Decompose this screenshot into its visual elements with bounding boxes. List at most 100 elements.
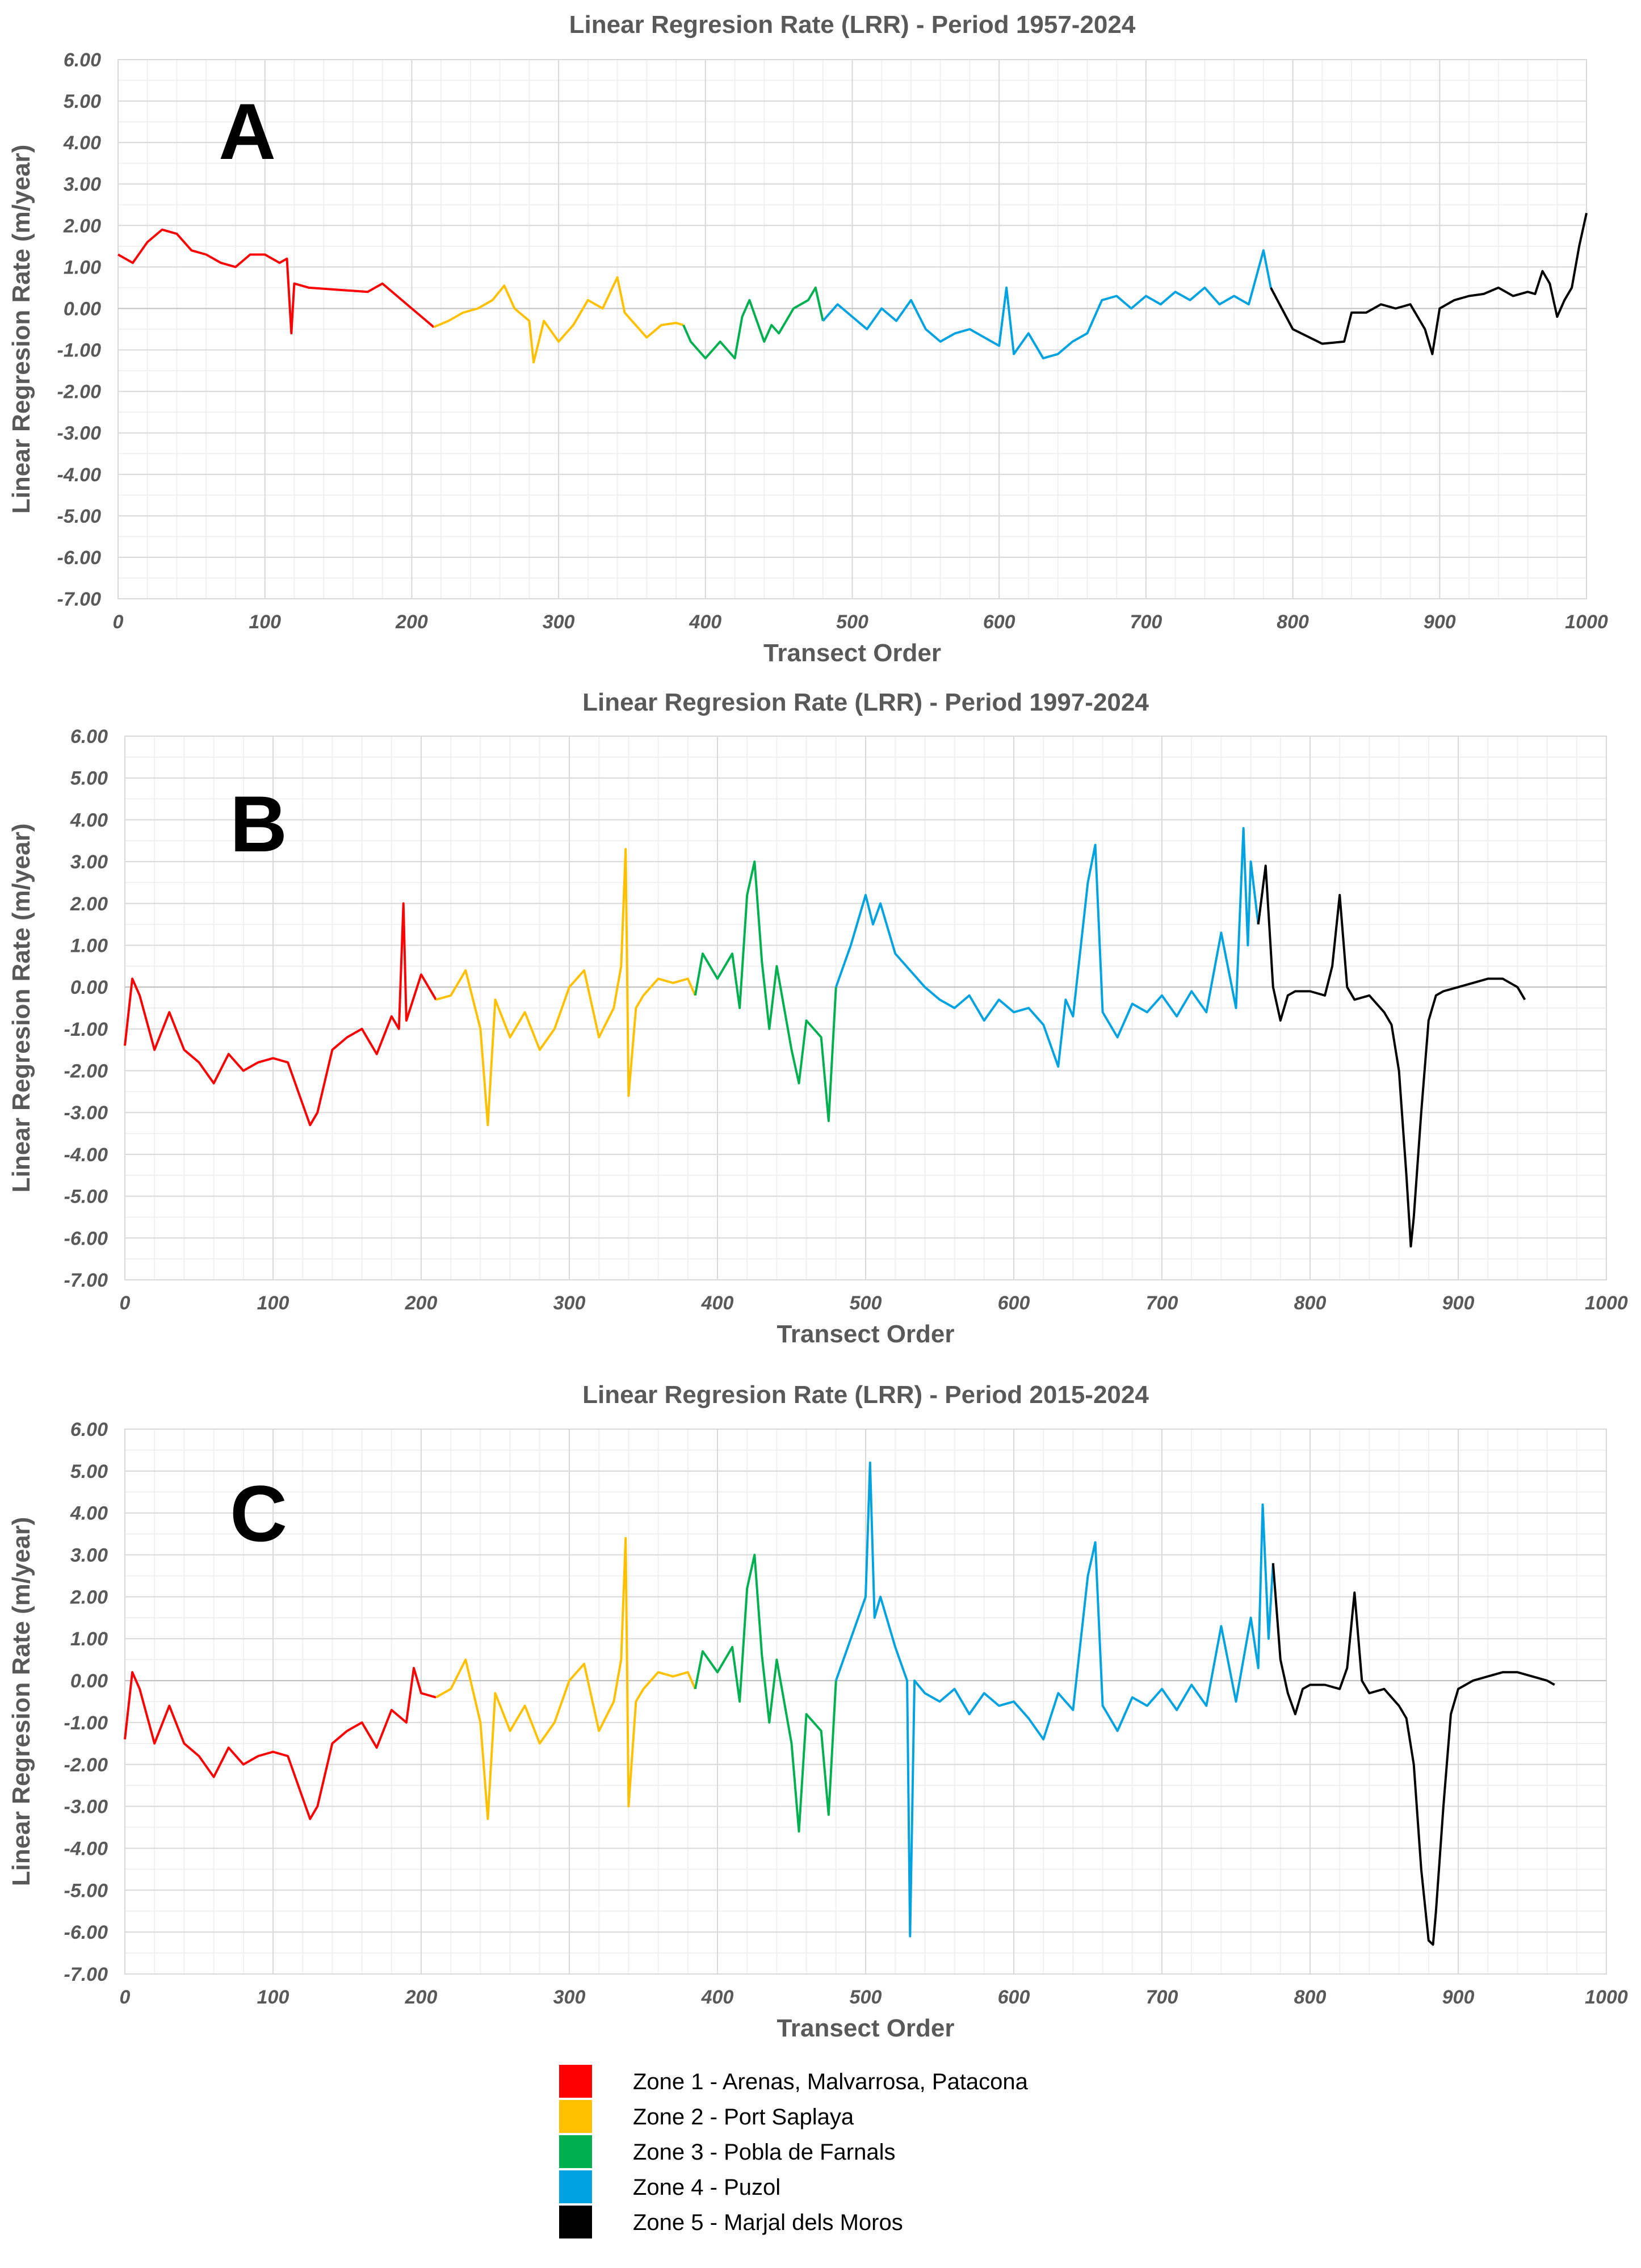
y-tick-label: -6.00 — [57, 547, 102, 569]
plot-area — [117, 59, 1587, 599]
x-tick-label: 400 — [701, 1292, 734, 1314]
y-tick-label: -5.00 — [64, 1880, 108, 1901]
x-tick-label: 900 — [1442, 1292, 1475, 1314]
legend-label: Zone 3 - Pobla de Farnals — [633, 2140, 895, 2165]
x-tick-label: 300 — [553, 1986, 586, 2008]
legend-item-zone-4: Zone 4 - Puzol — [559, 2170, 780, 2203]
y-tick-label: 4.00 — [70, 809, 108, 831]
x-tick-label: 700 — [1146, 1986, 1178, 2008]
legend-item-zone-3: Zone 3 - Pobla de Farnals — [559, 2135, 895, 2168]
legend-swatch — [559, 2135, 592, 2168]
y-tick-label: -1.00 — [57, 340, 102, 362]
series-line-zone-2 — [433, 276, 684, 364]
chart-panel-c: Linear Regresion Rate (LRR) - Period 201… — [7, 1381, 1628, 2042]
legend-swatch — [559, 2206, 592, 2238]
legend-label: Zone 4 - Puzol — [633, 2175, 780, 2200]
y-tick-label: 2.00 — [70, 893, 108, 915]
x-tick-label: 100 — [257, 1292, 289, 1314]
x-tick-label: 500 — [850, 1986, 882, 2008]
series-line-zone-3 — [694, 1553, 837, 1833]
series-line-zone-5 — [1271, 1563, 1555, 1946]
x-tick-label: 100 — [249, 611, 281, 633]
legend-label: Zone 5 - Marjal dels Moros — [633, 2210, 903, 2235]
x-tick-label: 0 — [113, 611, 124, 633]
series-line-zone-1 — [117, 228, 435, 335]
panel-letter: C — [230, 1469, 287, 1558]
y-tick-label: -2.00 — [64, 1754, 108, 1776]
y-tick-label: 5.00 — [64, 91, 101, 112]
chart-panel-a: Linear Regresion Rate (LRR) - Period 195… — [7, 11, 1608, 667]
x-tick-label: 1000 — [1585, 1292, 1628, 1314]
y-tick-label: 3.00 — [64, 174, 101, 195]
y-tick-label: -6.00 — [64, 1228, 108, 1249]
legend-item-zone-1: Zone 1 - Arenas, Malvarrosa, Patacona — [559, 2065, 1029, 2098]
y-axis-label: Linear Regresion Rate (m/year) — [7, 1517, 35, 1886]
x-tick-label: 200 — [405, 1986, 438, 2008]
x-tick-label: 400 — [689, 611, 721, 633]
y-tick-label: -4.00 — [64, 1144, 108, 1166]
x-tick-label: 900 — [1442, 1986, 1475, 2008]
y-tick-label: -5.00 — [64, 1186, 108, 1208]
zone-legend: Zone 1 - Arenas, Malvarrosa, Patacona Zon… — [559, 2065, 1029, 2238]
chart-title: Linear Regresion Rate (LRR) - Period 199… — [582, 688, 1149, 716]
y-tick-label: 4.00 — [63, 132, 101, 154]
y-tick-label: 2.00 — [63, 215, 101, 237]
series-line-zone-2 — [435, 1537, 696, 1820]
major-grid — [117, 59, 1587, 599]
y-tick-label: -6.00 — [64, 1922, 108, 1943]
plot-area — [124, 1429, 1607, 1975]
chart-title: Linear Regresion Rate (LRR) - Period 201… — [582, 1381, 1149, 1409]
panel-letter: A — [219, 87, 276, 176]
series-line-zone-3 — [682, 286, 824, 360]
legend-swatch — [559, 2065, 592, 2098]
y-tick-label: 4.00 — [70, 1503, 108, 1524]
y-tick-label: 5.00 — [70, 1461, 108, 1482]
y-tick-label: 0.00 — [70, 977, 108, 998]
x-tick-label: 700 — [1130, 611, 1162, 633]
x-tick-label: 800 — [1277, 611, 1309, 633]
legend-label: Zone 1 - Arenas, Malvarrosa, Patacona — [633, 2069, 1029, 2094]
series-line-zone-4 — [834, 827, 1260, 1068]
y-tick-label: -7.00 — [64, 1270, 108, 1291]
panel-letter: B — [230, 779, 287, 868]
x-tick-label: 700 — [1146, 1292, 1178, 1314]
y-tick-label: 6.00 — [70, 1419, 108, 1440]
y-tick-label: -3.00 — [57, 423, 102, 444]
legend-item-zone-2: Zone 2 - Port Saplaya — [559, 2100, 854, 2133]
x-tick-label: 500 — [836, 611, 868, 633]
y-tick-label: 0.00 — [70, 1670, 108, 1692]
series-line-zone-4 — [822, 249, 1272, 360]
x-tick-label: 500 — [850, 1292, 882, 1314]
x-tick-label: 600 — [998, 1986, 1030, 2008]
y-tick-label: 0.00 — [64, 298, 101, 320]
y-tick-label: 6.00 — [70, 726, 108, 747]
x-tick-label: 200 — [405, 1292, 438, 1314]
y-tick-label: -5.00 — [57, 506, 102, 527]
x-tick-label: 0 — [120, 1986, 131, 2008]
x-tick-label: 1000 — [1585, 1986, 1628, 2008]
x-tick-label: 800 — [1294, 1292, 1327, 1314]
legend-item-zone-5: Zone 5 - Marjal dels Moros — [559, 2206, 903, 2238]
y-tick-label: -1.00 — [64, 1019, 108, 1040]
plot-area — [124, 736, 1607, 1280]
x-tick-label: 0 — [120, 1292, 131, 1314]
x-tick-label: 300 — [553, 1292, 586, 1314]
x-axis-label: Transect Order — [777, 2014, 954, 2042]
y-tick-label: -2.00 — [57, 381, 102, 403]
series-line-zone-4 — [834, 1461, 1274, 1938]
y-tick-label: 1.00 — [70, 1628, 108, 1650]
x-tick-label: 600 — [998, 1292, 1030, 1314]
y-tick-label: -2.00 — [64, 1061, 108, 1082]
x-tick-label: 1000 — [1565, 611, 1608, 633]
y-tick-label: -7.00 — [64, 1964, 108, 1985]
legend-label: Zone 2 - Port Saplaya — [633, 2105, 854, 2130]
chart-panel-b: Linear Regresion Rate (LRR) - Period 199… — [7, 688, 1628, 1348]
y-tick-label: -4.00 — [64, 1838, 108, 1859]
y-tick-label: -3.00 — [64, 1796, 108, 1818]
y-tick-label: 2.00 — [70, 1586, 108, 1608]
y-tick-label: 1.00 — [64, 257, 101, 278]
series-line-zone-1 — [124, 902, 437, 1127]
x-tick-label: 300 — [543, 611, 575, 633]
legend-swatch — [559, 2170, 592, 2203]
